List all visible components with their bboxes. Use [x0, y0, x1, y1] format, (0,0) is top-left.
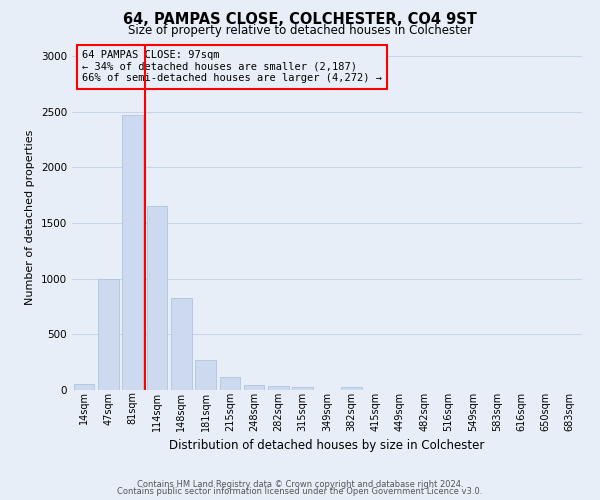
Bar — [220, 376, 240, 390]
Text: 64, PAMPAS CLOSE, COLCHESTER, CO4 9ST: 64, PAMPAS CLOSE, COLCHESTER, CO4 9ST — [123, 12, 477, 28]
Bar — [292, 386, 313, 390]
X-axis label: Distribution of detached houses by size in Colchester: Distribution of detached houses by size … — [169, 439, 485, 452]
Bar — [341, 387, 362, 390]
Text: Size of property relative to detached houses in Colchester: Size of property relative to detached ho… — [128, 24, 472, 37]
Bar — [268, 386, 289, 390]
Bar — [146, 206, 167, 390]
Bar — [74, 384, 94, 390]
Bar — [98, 278, 119, 390]
Bar — [244, 385, 265, 390]
Text: Contains public sector information licensed under the Open Government Licence v3: Contains public sector information licen… — [118, 487, 482, 496]
Text: Contains HM Land Registry data © Crown copyright and database right 2024.: Contains HM Land Registry data © Crown c… — [137, 480, 463, 489]
Text: 64 PAMPAS CLOSE: 97sqm
← 34% of detached houses are smaller (2,187)
66% of semi-: 64 PAMPAS CLOSE: 97sqm ← 34% of detached… — [82, 50, 382, 84]
Bar — [171, 298, 191, 390]
Bar — [195, 360, 216, 390]
Y-axis label: Number of detached properties: Number of detached properties — [25, 130, 35, 305]
Bar — [122, 115, 143, 390]
